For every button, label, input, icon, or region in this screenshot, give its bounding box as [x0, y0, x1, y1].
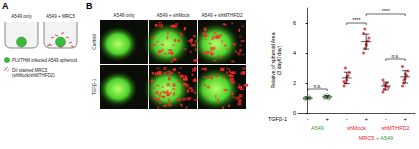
- svg-text:+: +: [403, 116, 407, 122]
- svg-text:PLVTHM infected A549 spheroid: PLVTHM infected A549 spheroid: [12, 58, 77, 63]
- svg-text:6: 6: [293, 20, 296, 26]
- svg-text:TGFβ-1: TGFβ-1: [92, 78, 97, 95]
- svg-text:TGFβ-1: TGFβ-1: [268, 116, 287, 122]
- svg-text:shMTHFD2: shMTHFD2: [381, 125, 409, 131]
- svg-text:A549 only: A549 only: [113, 13, 135, 18]
- svg-text:A549: A549: [311, 125, 324, 131]
- svg-text:0: 0: [293, 110, 296, 116]
- svg-text:n.s.: n.s.: [313, 83, 321, 89]
- svg-text:A549 only: A549 only: [11, 14, 32, 19]
- svg-text:A549 + MRC5: A549 + MRC5: [46, 14, 75, 19]
- svg-text:A: A: [2, 1, 9, 11]
- svg-text:4: 4: [293, 50, 296, 56]
- svg-text:+: +: [364, 116, 368, 122]
- svg-text:A549 + shMock: A549 + shMock: [156, 13, 190, 18]
- svg-text:+: +: [325, 116, 329, 122]
- svg-text:****: ****: [353, 17, 361, 23]
- svg-text:****: ****: [382, 8, 390, 14]
- svg-text:shMock: shMock: [347, 125, 366, 131]
- svg-text:Control: Control: [92, 34, 97, 49]
- svg-text:A549 + shMTHFD2: A549 + shMTHFD2: [201, 13, 243, 18]
- svg-text:-: -: [307, 116, 309, 122]
- svg-text:(shMock/shMTHFD2): (shMock/shMTHFD2): [12, 73, 55, 78]
- svg-text:B: B: [86, 1, 93, 11]
- svg-text:2: 2: [293, 80, 296, 86]
- svg-text:-: -: [346, 116, 348, 122]
- svg-text:DiI stained MRC5: DiI stained MRC5: [12, 68, 48, 73]
- svg-text:(3 day/0 day): (3 day/0 day): [276, 46, 282, 76]
- svg-text:Relative of spheroid Area: Relative of spheroid Area: [270, 32, 276, 89]
- svg-text:n.s.: n.s.: [391, 53, 399, 59]
- svg-text:-: -: [385, 116, 387, 122]
- svg-text:+ A549: + A549: [376, 135, 393, 141]
- svg-text:MRC5: MRC5: [359, 135, 375, 141]
